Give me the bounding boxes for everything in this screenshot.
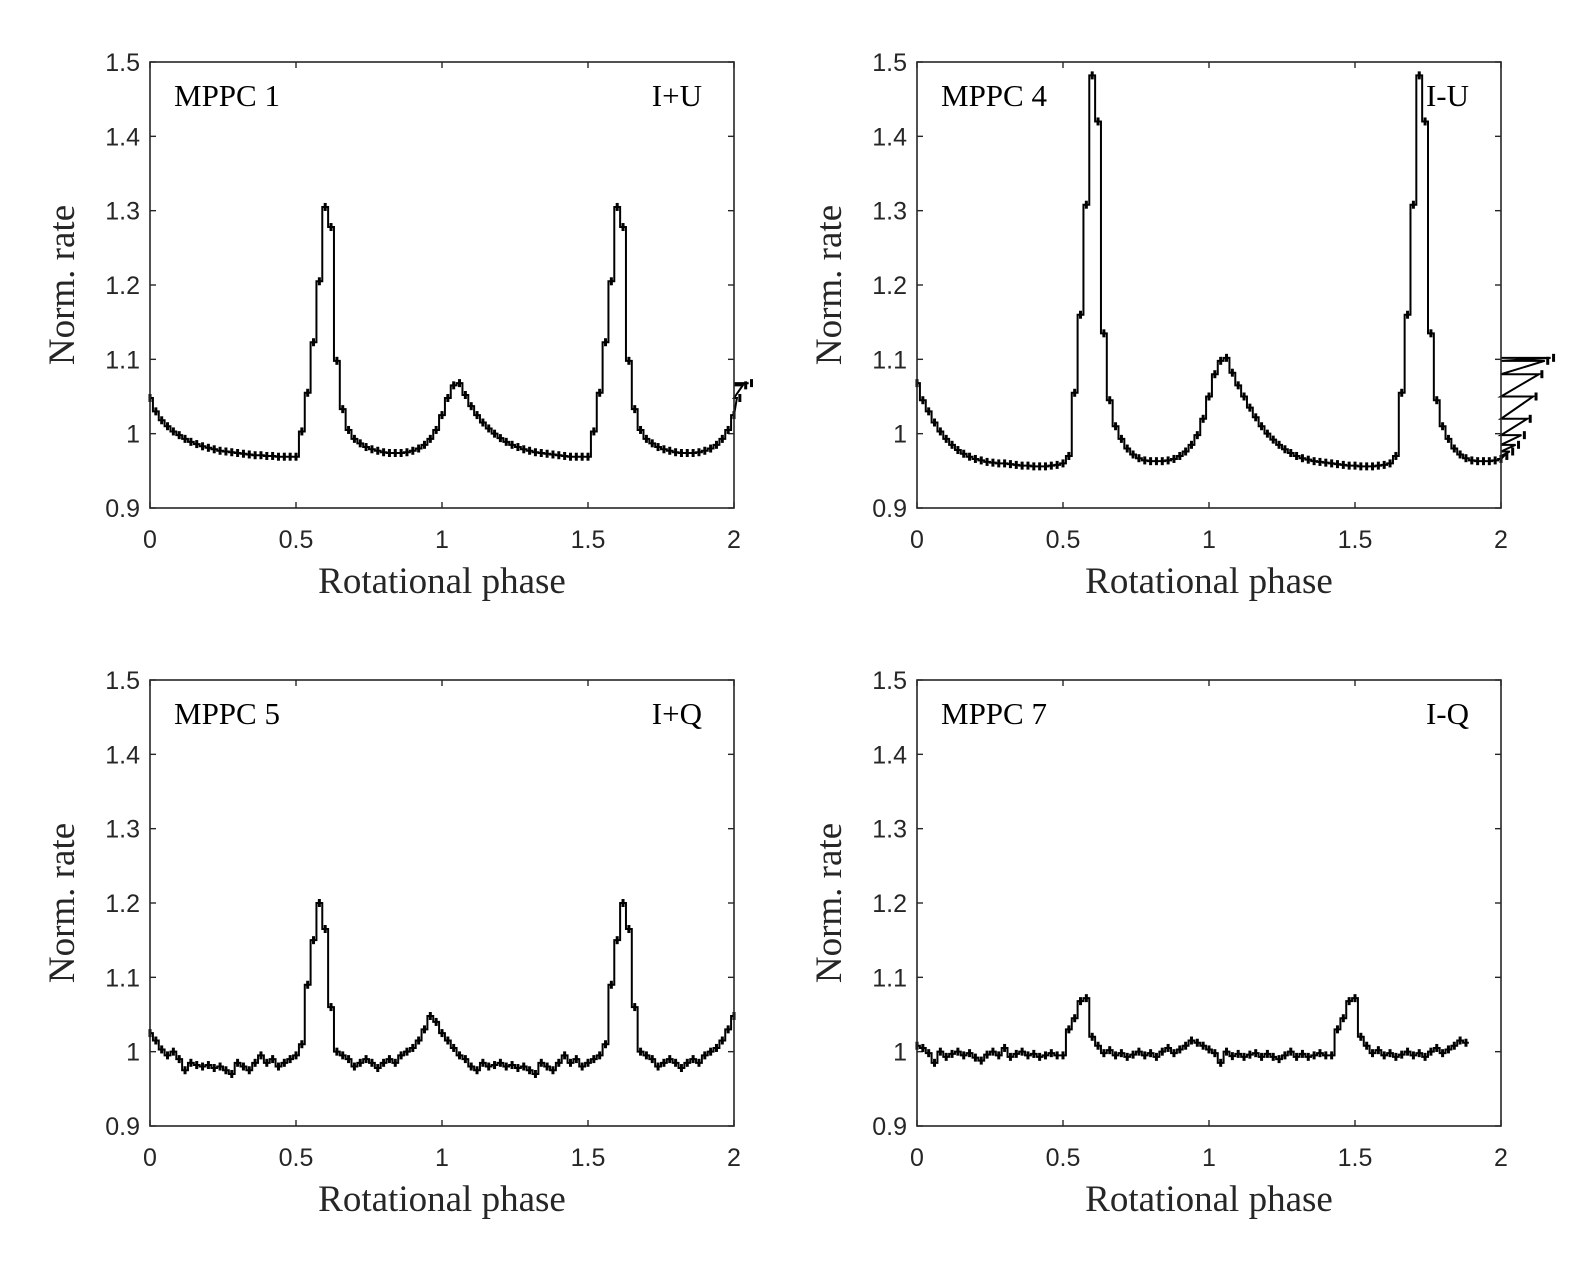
panel-3-y-tick-label: 1.4 [105,741,140,769]
panel-2-y-tick-label: 1.2 [872,272,907,300]
panel-4-y-tick-label: 1.3 [872,816,907,844]
panel-mppc-4: 0 0.5 1 1.5 20.911.11.21.31.41.5 MPPC 4 I-U … [809,49,1556,602]
panel-4-data [915,994,1469,1067]
panel-4-x-tick-label: 2 [1494,1144,1508,1172]
panel-3-x-tick-label: 0 [143,1144,157,1172]
panel-1-y-tick-label: 1.5 [105,49,140,77]
panel-3-y-tick-label: 1.3 [105,816,140,844]
panel-3-data [148,899,736,1078]
panel-1-x-axis-label: Rotational phase [318,561,566,602]
panel-2-y-tick-label: 1 [893,421,907,449]
panel-2-x-tick-label: 0.5 [1046,526,1081,554]
panel-2-y-axis-label: Norm. rate [809,205,850,365]
panel-4-x-tick-label: 0.5 [1046,1144,1081,1172]
panel-3-detector-label: MPPC 5 [174,696,280,731]
panel-2-y-tick-label: 1.4 [872,123,907,151]
panel-1-x-tick-label: 0 [143,526,157,554]
panel-3-y-tick-label: 1.2 [105,890,140,918]
panel-3-y-tick-label: 1.1 [105,964,140,992]
panel-1-x-tick-label: 0.5 [279,526,314,554]
panel-2-y-tick-label: 1.3 [872,198,907,226]
panel-2-y-tick-label: 0.9 [872,495,907,523]
panel-4-x-tick-label: 1.5 [1338,1144,1373,1172]
panel-2-detector-label: MPPC 4 [941,78,1047,113]
panel-3-y-axis-label: Norm. rate [42,823,83,983]
panel-mppc-1: 0 0.5 1 1.5 20.911.11.21.31.41.5 MPPC 1 I+U … [42,49,754,602]
panel-3-channel-label: I+Q [652,696,702,731]
panel-2-x-tick-label: 0 [910,526,924,554]
panel-mppc-5: 0 0.5 1 1.5 20.911.11.21.31.41.5 MPPC 5 I+Q … [42,667,741,1220]
panel-4-y-tick-label: 1 [893,1039,907,1067]
panel-4-y-tick-label: 0.9 [872,1113,907,1141]
panel-3-y-tick-label: 0.9 [105,1113,140,1141]
panel-2-y-tick-label: 1.5 [872,49,907,77]
panel-2-data [915,71,1556,471]
panel-4-channel-label: I-Q [1426,696,1469,731]
panel-3-x-axis-label: Rotational phase [318,1179,566,1220]
panel-1-y-tick-label: 0.9 [105,495,140,523]
panel-1-x-tick-label: 1 [435,526,449,554]
panel-2-x-axis-label: Rotational phase [1085,561,1333,602]
panel-4-y-tick-label: 1.1 [872,964,907,992]
panel-3-y-tick-label: 1.5 [105,667,140,695]
panel-1-y-tick-label: 1 [126,421,140,449]
panel-4-detector-label: MPPC 7 [941,696,1047,731]
panel-4-y-tick-label: 1.2 [872,890,907,918]
panel-2-x-tick-label: 1 [1202,526,1216,554]
panel-4-y-tick-label: 1.5 [872,667,907,695]
panel-3-frame [149,679,735,1127]
panel-1-x-tick-label: 2 [727,526,741,554]
panel-4-x-tick-label: 1 [1202,1144,1216,1172]
panel-1-channel-label: I+U [652,78,702,113]
panel-3-x-tick-label: 1.5 [571,1144,606,1172]
panel-1-frame [149,61,735,509]
panel-4-frame [916,679,1502,1127]
panel-3-ticks: 0 0.5 1 1.5 2 0.9 1 1.1 1.2 1.3 1.4 1.5 [105,667,741,1172]
panel-1-y-tick-label: 1.2 [105,272,140,300]
panel-2-ticks: 0 0.5 1 1.5 2 0.9 1 1.1 1.2 1.3 1.4 1.5 [872,49,1508,554]
panel-1-y-tick-label: 1.3 [105,198,140,226]
panel-3-y-tick-label: 1 [126,1039,140,1067]
panel-2-x-tick-label: 2 [1494,526,1508,554]
panel-4-x-axis-label: Rotational phase [1085,1179,1333,1220]
panel-2-x-tick-label: 1.5 [1338,526,1373,554]
panel-2-y-tick-label: 1.1 [872,346,907,374]
panel-2-channel-label: I-U [1426,78,1469,113]
panel-1-y-axis-label: Norm. rate [42,205,83,365]
panel-1-x-tick-label: 1.5 [571,526,606,554]
panel-1-detector-label: MPPC 1 [174,78,280,113]
panel-4-y-axis-label: Norm. rate [809,823,850,983]
panel-1-y-tick-label: 1.4 [105,123,140,151]
panel-1-y-tick-label: 1.1 [105,346,140,374]
panel-3-x-tick-label: 2 [727,1144,741,1172]
panel-4-x-tick-label: 0 [910,1144,924,1172]
panel-3-x-tick-label: 0.5 [279,1144,314,1172]
panel-4-y-tick-label: 1.4 [872,741,907,769]
panel-4-ticks: 0 0.5 1 1.5 2 0.9 1 1.1 1.2 1.3 1.4 1.5 [872,667,1508,1172]
panel-1-data [148,202,754,461]
panel-mppc-7: 0 0.5 1 1.5 20.911.11.21.31.41.5 MPPC 7 I-Q … [809,667,1508,1220]
panel-3-x-tick-label: 1 [435,1144,449,1172]
panel-2-frame [916,61,1502,509]
